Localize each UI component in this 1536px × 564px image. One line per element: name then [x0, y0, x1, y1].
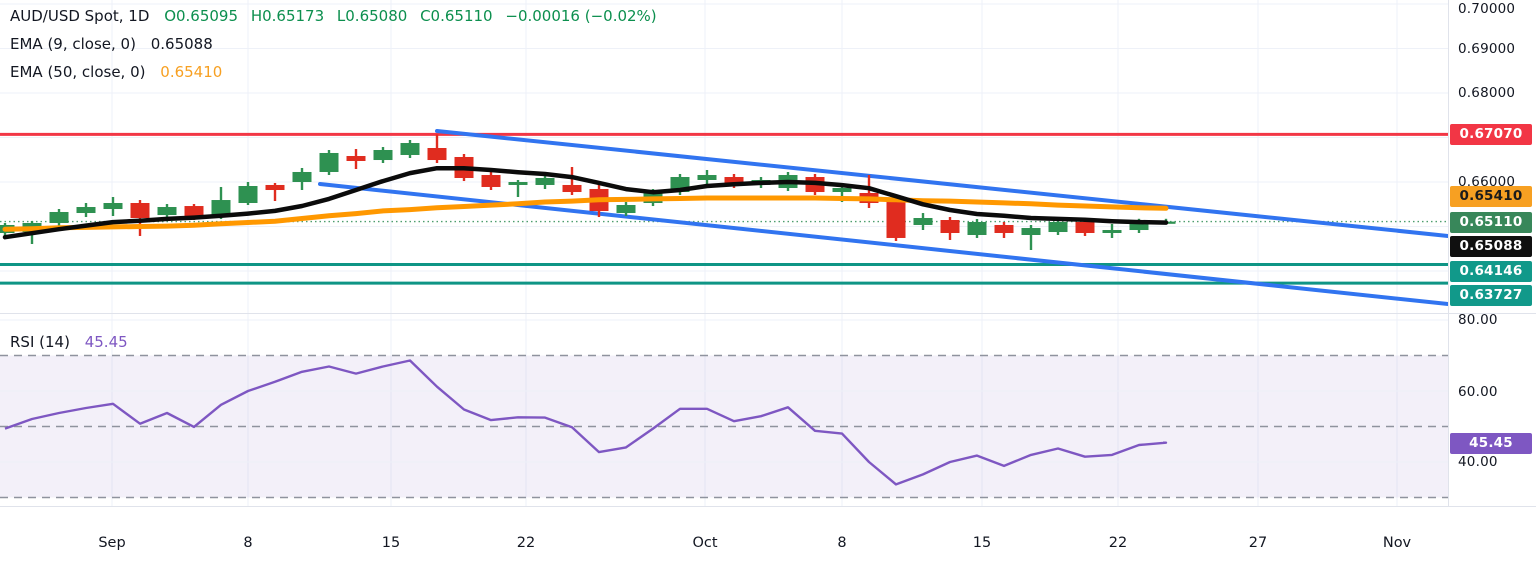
candle-body[interactable] — [994, 224, 1014, 233]
price-badge: 0.65410 — [1450, 185, 1532, 207]
ohlc-open: O0.65095 — [164, 7, 239, 25]
candle-body[interactable] — [103, 203, 123, 210]
ema50-value: 0.65410 — [160, 63, 223, 81]
candle-body[interactable] — [1129, 221, 1149, 231]
candle-body[interactable] — [130, 203, 150, 219]
time-scale[interactable]: Sep 8 15 22 Oct 8 15 22 27 Nov — [0, 506, 1448, 564]
candle-body[interactable] — [508, 182, 528, 185]
time-scale-label: 8 — [243, 535, 253, 551]
price-badge: 0.63727 — [1450, 284, 1532, 306]
candle-body[interactable] — [238, 186, 258, 204]
ema9-legend-row[interactable]: EMA (9, close, 0) 0.65088 — [10, 30, 665, 58]
candle-body[interactable] — [697, 175, 717, 180]
candle-body[interactable] — [481, 175, 501, 187]
price-scale[interactable]: 0.70000 0.69000 0.68000 0.66000 80.00 60.00 40… — [1448, 0, 1536, 506]
ema9-value: 0.65088 — [150, 35, 213, 53]
ema9-line[interactable] — [2, 165, 1169, 240]
time-scale-label: 15 — [381, 535, 401, 551]
candle-body[interactable] — [373, 150, 393, 161]
candle-body[interactable] — [562, 184, 582, 193]
candle-body[interactable] — [319, 152, 339, 172]
time-scale-label: Nov — [1382, 535, 1412, 551]
candle-body[interactable] — [535, 177, 555, 185]
candle-body[interactable] — [724, 177, 744, 185]
price-scale-label: 80.00 — [1458, 312, 1498, 328]
candle-body[interactable] — [886, 202, 906, 238]
price-scale-label: 40.00 — [1458, 454, 1498, 470]
pane-separator[interactable] — [0, 313, 1536, 314]
time-scale-label: Oct — [692, 535, 718, 551]
candle-body[interactable] — [616, 205, 636, 214]
candle-body[interactable] — [940, 220, 960, 233]
trendline[interactable] — [318, 182, 1448, 307]
price-badge: 0.67070 — [1450, 123, 1532, 145]
candle-body[interactable] — [1075, 222, 1095, 233]
price-badge: 0.65110 — [1450, 211, 1532, 233]
rsi-value: 45.45 — [84, 333, 128, 351]
price-scale-label: 0.70000 — [1458, 1, 1516, 17]
candle-body[interactable] — [346, 156, 366, 161]
candle-body[interactable] — [427, 148, 447, 161]
chart-canvas[interactable] — [0, 0, 1448, 506]
candle-body[interactable] — [157, 207, 177, 216]
ohlc-change: −0.00016 (−0.02%) — [505, 7, 657, 25]
time-scale-label: 22 — [516, 535, 536, 551]
candle-body[interactable] — [832, 188, 852, 193]
candle-body[interactable] — [184, 206, 204, 218]
main-pane-legend: AUD/USD Spot, 1D O0.65095 H0.65173 L0.65… — [10, 2, 665, 86]
price-badge: 45.45 — [1450, 432, 1532, 454]
price-axis-border — [1448, 0, 1449, 506]
ema50-legend-row[interactable]: EMA (50, close, 0) 0.65410 — [10, 58, 665, 86]
candle-body[interactable] — [211, 200, 231, 218]
candle-body[interactable] — [1048, 222, 1068, 233]
symbol-legend-row[interactable]: AUD/USD Spot, 1D O0.65095 H0.65173 L0.65… — [10, 2, 665, 30]
ohlc-low: L0.65080 — [336, 7, 408, 25]
time-scale-label: 27 — [1248, 535, 1268, 551]
price-scale-label: 0.69000 — [1458, 41, 1516, 57]
ema50-label: EMA (50, close, 0) — [10, 63, 146, 81]
ema9-label: EMA (9, close, 0) — [10, 35, 136, 53]
rsi-line[interactable] — [4, 359, 1168, 486]
rsi-label: RSI (14) — [10, 333, 70, 351]
candle-body[interactable] — [400, 143, 420, 155]
price-scale-label: 60.00 — [1458, 384, 1498, 400]
price-scale-label: 0.68000 — [1458, 85, 1516, 101]
time-scale-label: 8 — [837, 535, 847, 551]
ema50-line[interactable] — [2, 195, 1169, 232]
symbol-title[interactable]: AUD/USD Spot, 1D — [10, 7, 150, 25]
candle-body[interactable] — [1021, 228, 1041, 235]
candle-body[interactable] — [292, 171, 312, 182]
rsi-pane-legend[interactable]: RSI (14) 45.45 — [10, 328, 128, 356]
trendline[interactable] — [435, 129, 1448, 238]
candle-body[interactable] — [49, 211, 69, 223]
candle-body[interactable] — [967, 222, 987, 235]
candle-body[interactable] — [76, 207, 96, 214]
time-scale-label: 22 — [1108, 535, 1128, 551]
ohlc-close: C0.65110 — [420, 7, 493, 25]
candle-body[interactable] — [265, 184, 285, 191]
candle-body[interactable] — [1102, 230, 1122, 233]
price-badge: 0.64146 — [1450, 260, 1532, 282]
time-axis-border — [0, 506, 1536, 507]
ohlc-high: H0.65173 — [250, 7, 325, 25]
time-scale-label: Sep — [98, 535, 126, 551]
candle-body[interactable] — [913, 218, 933, 225]
price-badge: 0.65088 — [1450, 235, 1532, 257]
time-scale-label: 15 — [972, 535, 992, 551]
